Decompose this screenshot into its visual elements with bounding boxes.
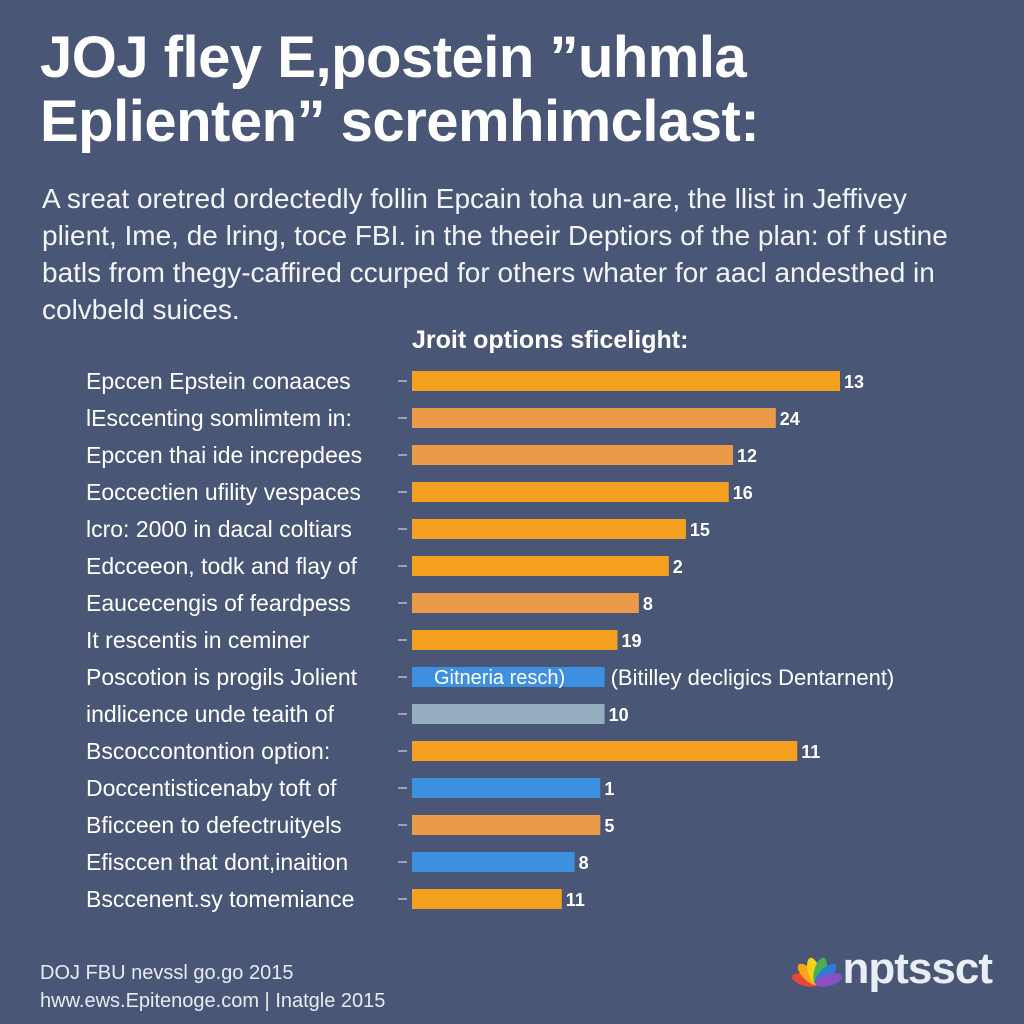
subtitle-paragraph: A sreat oretred ordectedly follin Epcain… [42,180,948,328]
value-label: 13 [844,372,864,392]
category-label: Edcceeon, todk and flay of [86,553,358,579]
network-logo: nptssct [791,944,993,994]
logo-text: nptssct [842,944,993,993]
category-label: lEsccenting somlimtem in: [86,405,352,431]
page-title: JOJ fley E,postein ”uhmla Eplienten” scr… [40,26,1000,154]
category-label: Bficceen to defectruityels [86,812,342,838]
category-label: It rescentis in ceminer [86,627,310,653]
bar [412,482,729,502]
value-label: 1 [604,779,614,799]
subtitle-line-3: batls from thegy-caffired ccurped for ot… [42,257,935,288]
bar [412,593,639,613]
bar [412,667,605,687]
bar-inner-label: Gitneria resch) [434,667,565,689]
title-line-2: Eplienten” scremhimclast: [40,89,760,154]
value-label: 19 [621,631,641,651]
subtitle-line-4: colvbeld suices. [42,294,240,325]
value-label: 11 [566,890,585,910]
bar [412,371,840,391]
peacock-feather [814,973,842,987]
bar [412,852,575,872]
bar-annotation: (Bitilley decligics Dentarnent) [611,665,895,690]
category-label: Epccen thai ide increpdees [86,442,362,468]
category-label: Efisccen that dont,inaition [86,849,348,875]
value-label: 12 [737,446,757,466]
value-label: 8 [643,594,653,614]
value-label: 5 [604,816,614,836]
bar [412,815,601,835]
category-label: indlicence unde teaith of [86,701,335,727]
subtitle-line-1: A sreat oretred ordectedly follin Epcain… [42,183,907,214]
category-label: Poscotion is progils Jolient [86,664,358,690]
subtitle-line-2: plient, Ime, de lring, toce FBI. in the … [42,220,948,251]
category-label: Eaucecengis of feardpess [86,590,351,616]
bar [412,408,776,428]
category-label: Eoccectien ufility vespaces [86,479,361,505]
bar [412,778,601,798]
value-label: 24 [780,409,800,429]
bar [412,704,605,724]
bar-chart: Epccen Epstein conaaces 13 lEsccenting som… [86,368,895,912]
bar [412,889,562,909]
category-label: Bsccenent.sy tomemiance [86,886,354,912]
bar [412,556,669,576]
footer-source-line: DOJ FBU nevssl go.go 2015 [40,962,294,984]
bar [412,445,733,465]
chart-title: Jroit options sficelight: [412,326,689,354]
title-line-1: JOJ fley E,postein ”uhmla [40,25,747,90]
value-label: 16 [733,483,753,503]
category-label: lcro: 2000 in dacal coltiars [86,516,352,542]
category-label: Epccen Epstein conaaces [86,368,351,394]
peacock-icon [791,957,842,987]
value-label: 11 [801,742,820,762]
footer-url-line: hww.ews.Epitenoge.com | Inatgle 2015 [40,990,386,1012]
category-label: Bscoccontontion option: [86,738,330,764]
category-label: Doccentisticenaby toft of [86,775,337,801]
value-label: 2 [673,557,683,577]
bar [412,519,686,539]
bar [412,630,618,650]
value-label: 8 [579,853,589,873]
value-label: 15 [690,520,710,540]
value-label: 10 [609,705,629,725]
bar [412,741,798,761]
